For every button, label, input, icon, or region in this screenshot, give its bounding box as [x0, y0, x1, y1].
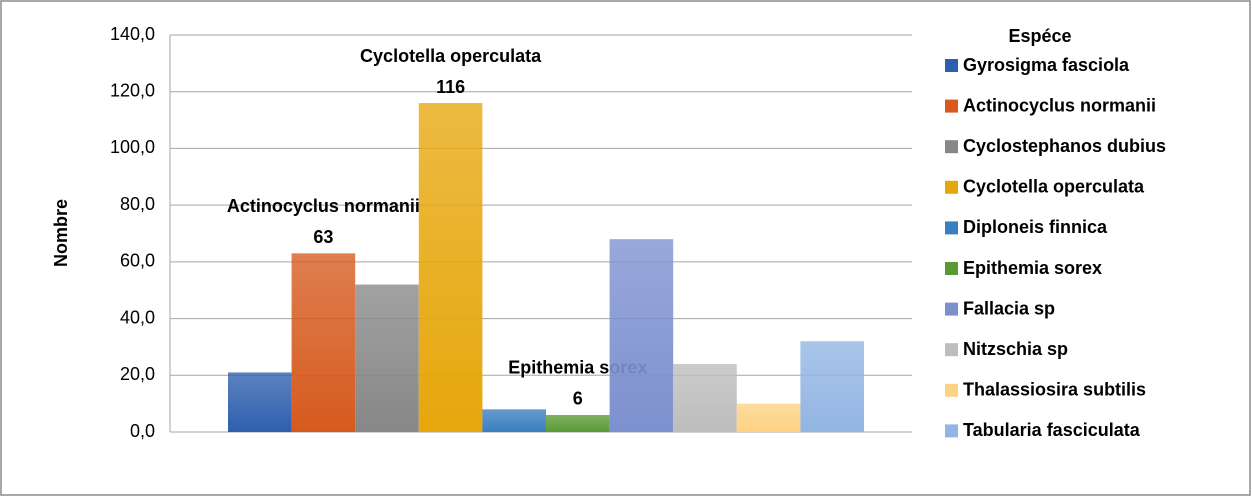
- bar: [291, 253, 356, 432]
- legend-swatch: [945, 221, 958, 235]
- bar: [482, 409, 546, 432]
- y-tick-label: 100,0: [110, 137, 155, 157]
- legend-swatch: [945, 343, 958, 357]
- bar: [418, 103, 483, 433]
- legend-swatch: [945, 59, 958, 72]
- y-tick-label: 140,0: [110, 24, 155, 44]
- legend-swatch: [945, 262, 958, 275]
- bar: [228, 372, 292, 432]
- data-label: 116: [436, 77, 465, 97]
- bar: [609, 239, 674, 432]
- data-label: 63: [313, 227, 333, 247]
- legend-label: Epithemia sorex: [963, 258, 1102, 278]
- data-label-name: Actinocyclus normanii: [227, 196, 420, 216]
- bar: [355, 284, 419, 432]
- legend-label: Cyclostephanos dubius: [963, 136, 1166, 156]
- legend-label: Diploneis finnica: [963, 217, 1108, 237]
- legend-swatch: [945, 180, 958, 194]
- legend-label: Tabularia fasciculata: [963, 420, 1141, 440]
- data-label: 6: [573, 389, 583, 409]
- legend-swatch: [945, 302, 958, 316]
- legend-label: Fallacia sp: [963, 298, 1055, 318]
- y-tick-label: 0,0: [130, 421, 155, 441]
- bar: [546, 414, 610, 432]
- y-tick-label: 40,0: [120, 307, 155, 327]
- bar: [800, 341, 864, 432]
- legend-label: Cyclotella operculata: [963, 177, 1145, 197]
- legend-swatch: [945, 424, 958, 438]
- legend-label: Thalassiosira subtilis: [963, 380, 1146, 400]
- y-tick-label: 60,0: [120, 251, 155, 271]
- bar: [736, 403, 801, 432]
- legend-label: Gyrosigma fasciola: [963, 55, 1130, 75]
- y-tick-label: 20,0: [120, 364, 155, 384]
- bar: [673, 363, 737, 432]
- legend-swatch: [945, 383, 958, 397]
- y-tick-label: 80,0: [120, 194, 155, 214]
- data-label-name: Cyclotella operculata: [360, 46, 542, 66]
- legend-label: Actinocyclus normanii: [963, 95, 1156, 115]
- y-axis-label: Nombre: [51, 199, 71, 267]
- legend-swatch: [945, 99, 958, 113]
- y-tick-label: 120,0: [110, 80, 155, 100]
- legend-label: Nitzschia sp: [963, 339, 1068, 359]
- legend-title: Espéce: [1008, 26, 1071, 46]
- legend-swatch: [945, 140, 958, 154]
